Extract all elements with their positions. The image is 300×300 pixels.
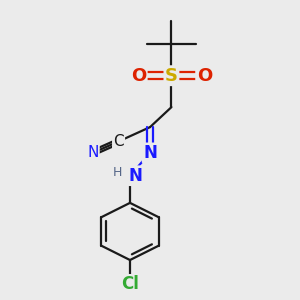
Text: O: O [197, 67, 212, 85]
Text: N: N [129, 167, 142, 185]
Text: Cl: Cl [121, 275, 139, 293]
Text: C: C [113, 134, 124, 149]
Text: S: S [165, 67, 178, 85]
Text: O: O [131, 67, 146, 85]
Text: H: H [112, 167, 122, 179]
Text: N: N [87, 146, 98, 160]
Text: N: N [143, 144, 157, 162]
